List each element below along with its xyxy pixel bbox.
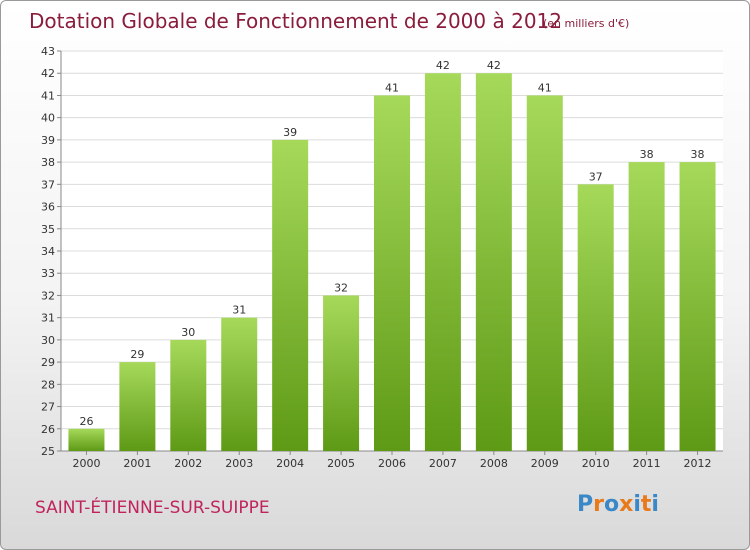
data-label-2009: 41 bbox=[538, 81, 552, 94]
data-label-2007: 42 bbox=[436, 59, 450, 72]
y-tick-label: 30 bbox=[41, 334, 55, 347]
chart-title: Dotation Globale de Fonctionnement de 20… bbox=[29, 9, 562, 33]
x-tick-label-2006: 2006 bbox=[378, 457, 406, 470]
y-tick-label: 38 bbox=[41, 156, 55, 169]
bar-2005[interactable] bbox=[323, 295, 360, 451]
bar-2002[interactable] bbox=[170, 339, 207, 451]
x-tick-label-2011: 2011 bbox=[633, 457, 661, 470]
bar-2011[interactable] bbox=[628, 162, 665, 451]
x-tick-label-2003: 2003 bbox=[225, 457, 253, 470]
data-label-2002: 30 bbox=[181, 326, 195, 339]
logo-letter: o bbox=[603, 492, 620, 517]
data-label-2004: 39 bbox=[283, 126, 297, 139]
bar-2009[interactable] bbox=[526, 95, 563, 451]
x-tick-label-2008: 2008 bbox=[480, 457, 508, 470]
logo-letter: P bbox=[577, 492, 594, 517]
data-label-2011: 38 bbox=[640, 148, 654, 161]
y-tick-label: 41 bbox=[41, 89, 55, 102]
data-label-2010: 37 bbox=[589, 170, 603, 183]
y-tick-label: 32 bbox=[41, 289, 55, 302]
bar-2007[interactable] bbox=[424, 73, 461, 451]
bar-2004[interactable] bbox=[272, 139, 309, 451]
y-tick-label: 26 bbox=[41, 423, 55, 436]
data-label-2003: 31 bbox=[232, 304, 246, 317]
y-tick-label: 39 bbox=[41, 134, 55, 147]
data-label-2000: 26 bbox=[79, 415, 93, 428]
y-tick-label: 35 bbox=[41, 223, 55, 236]
y-tick-label: 25 bbox=[41, 445, 55, 458]
y-tick-label: 33 bbox=[41, 267, 55, 280]
y-tick-label: 28 bbox=[41, 378, 55, 391]
data-label-2006: 41 bbox=[385, 81, 399, 94]
x-tick-label-2009: 2009 bbox=[531, 457, 559, 470]
bar-2010[interactable] bbox=[577, 184, 614, 452]
logo-letter: r bbox=[593, 492, 604, 517]
bar-2000[interactable] bbox=[68, 428, 105, 451]
x-tick-label-2004: 2004 bbox=[276, 457, 304, 470]
logo-letter: x bbox=[619, 492, 634, 517]
x-tick-label-2000: 2000 bbox=[72, 457, 100, 470]
data-label-2008: 42 bbox=[487, 59, 501, 72]
data-label-2001: 29 bbox=[130, 348, 144, 361]
x-tick-label-2001: 2001 bbox=[123, 457, 151, 470]
commune-name: SAINT-ÉTIENNE-SUR-SUIPPE bbox=[35, 498, 270, 518]
logo-letter: i bbox=[633, 492, 641, 517]
x-tick-label-2012: 2012 bbox=[684, 457, 712, 470]
bars bbox=[68, 73, 716, 452]
x-tick-label-2010: 2010 bbox=[582, 457, 610, 470]
y-tick-label: 27 bbox=[41, 401, 55, 414]
data-label-2005: 32 bbox=[334, 281, 348, 294]
y-tick-label: 36 bbox=[41, 201, 55, 214]
x-tick-label-2002: 2002 bbox=[174, 457, 202, 470]
x-tick-label-2007: 2007 bbox=[429, 457, 457, 470]
logo-letter: t bbox=[640, 492, 652, 517]
labels: 25 26 27 28 29 30 31 32 33 34 35 36 37 38 39 40 41 42 43 26… bbox=[41, 45, 712, 470]
y-tick-label: 43 bbox=[41, 45, 55, 58]
bar-2006[interactable] bbox=[374, 95, 410, 451]
logo-letter: i bbox=[651, 492, 659, 517]
y-tick-label: 31 bbox=[41, 312, 55, 325]
y-tick-label: 40 bbox=[41, 112, 55, 125]
x-tick-label-2005: 2005 bbox=[327, 457, 355, 470]
y-tick-label: 34 bbox=[41, 245, 55, 258]
chart-unit: (en milliers d'€) bbox=[543, 17, 630, 30]
bar-2001[interactable] bbox=[119, 362, 156, 451]
proxiti-logo[interactable]: Proxiti bbox=[577, 492, 659, 517]
bar-2012[interactable] bbox=[679, 162, 716, 451]
bar-2008[interactable] bbox=[475, 73, 512, 451]
y-tick-label: 37 bbox=[41, 178, 55, 191]
y-tick-label: 29 bbox=[41, 356, 55, 369]
y-tick-label: 42 bbox=[41, 67, 55, 80]
data-label-2012: 38 bbox=[691, 148, 705, 161]
bar-2003[interactable] bbox=[221, 317, 258, 451]
